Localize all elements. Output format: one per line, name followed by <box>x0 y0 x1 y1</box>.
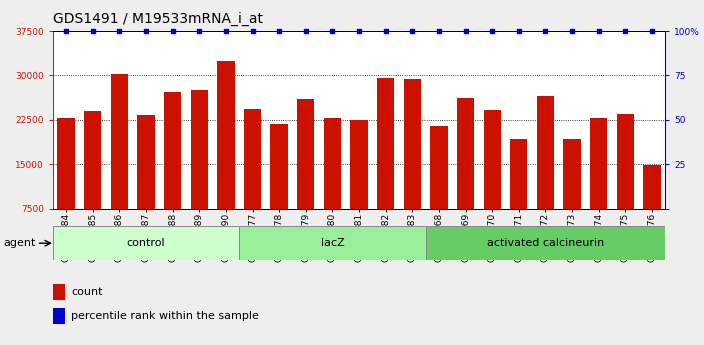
Bar <box>351 120 367 253</box>
Bar <box>643 166 660 253</box>
Bar <box>53 308 65 324</box>
Bar <box>297 99 315 253</box>
Bar <box>536 96 554 253</box>
Bar <box>617 114 634 253</box>
Bar <box>239 226 426 260</box>
Bar <box>403 79 421 253</box>
Bar <box>563 139 581 253</box>
Bar <box>510 139 527 253</box>
Bar <box>84 111 101 253</box>
Text: lacZ: lacZ <box>320 238 344 248</box>
Bar <box>377 78 394 253</box>
Bar <box>137 115 155 253</box>
Text: percentile rank within the sample: percentile rank within the sample <box>71 311 259 321</box>
Text: agent: agent <box>4 238 36 248</box>
Bar <box>324 118 341 253</box>
Bar <box>164 92 182 253</box>
Bar <box>53 226 239 260</box>
Bar <box>484 110 501 253</box>
Bar <box>457 98 474 253</box>
Text: control: control <box>127 238 165 248</box>
Bar <box>218 61 234 253</box>
Bar <box>270 124 288 253</box>
Bar <box>244 109 261 253</box>
Text: count: count <box>71 287 103 297</box>
Bar <box>426 226 665 260</box>
Bar <box>430 126 448 253</box>
Text: GDS1491 / M19533mRNA_i_at: GDS1491 / M19533mRNA_i_at <box>53 12 263 26</box>
Bar <box>590 118 608 253</box>
Text: activated calcineurin: activated calcineurin <box>487 238 604 248</box>
Bar <box>191 90 208 253</box>
Bar <box>111 74 128 253</box>
Bar <box>53 284 65 300</box>
Bar <box>58 118 75 253</box>
